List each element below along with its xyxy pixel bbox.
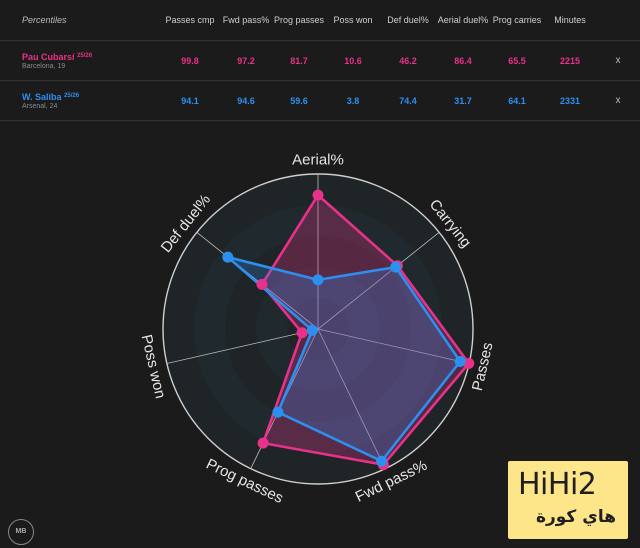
radar-point xyxy=(296,327,308,339)
mb-logo-icon: MB xyxy=(8,519,34,545)
radar-point xyxy=(306,324,318,336)
radar-spoke xyxy=(196,232,319,330)
remove-player-button[interactable]: x xyxy=(596,40,640,81)
col-header[interactable]: Prog carries xyxy=(490,0,544,41)
watermark-text: HiHi2 xyxy=(518,467,597,502)
radar-point xyxy=(454,356,466,367)
value-cell: 2215 xyxy=(544,40,596,81)
col-header[interactable]: Aerial duel% xyxy=(436,0,490,41)
col-header[interactable]: Def duel% xyxy=(380,0,436,41)
col-header[interactable]: Fwd pass% xyxy=(220,0,272,41)
player-name[interactable]: W. Saliba 25/26 xyxy=(22,91,80,102)
player-club: Barcelona, 19 xyxy=(22,62,66,70)
player-cell: W. Saliba 25/26 Arsenal, 24 xyxy=(0,80,160,121)
value-cell: 94.1 xyxy=(160,80,220,121)
value-cell: 97.2 xyxy=(220,40,272,81)
col-header[interactable]: Poss won xyxy=(326,0,380,41)
radar-spoke xyxy=(166,328,319,364)
value-cell: 2331 xyxy=(544,80,596,121)
value-cell: 64.1 xyxy=(490,80,544,121)
radar-axis-label: Passes xyxy=(469,341,497,393)
value-cell: 10.6 xyxy=(326,40,380,81)
radar-axis-label: Aerial% xyxy=(292,152,344,169)
percentiles-label: Percentiles xyxy=(0,0,160,41)
radar-point xyxy=(257,437,269,449)
col-header[interactable]: Minutes xyxy=(544,0,596,41)
table-row: W. Saliba 25/26 Arsenal, 24 94.1 94.6 59… xyxy=(0,80,640,121)
value-cell: 74.4 xyxy=(380,80,436,121)
value-cell: 3.8 xyxy=(326,80,380,121)
radar-point xyxy=(222,251,234,263)
radar-point xyxy=(390,261,402,273)
value-cell: 94.6 xyxy=(220,80,272,121)
radar-point xyxy=(312,274,324,286)
radar-spoke xyxy=(317,328,386,469)
col-header-empty xyxy=(596,0,640,41)
value-cell: 31.7 xyxy=(436,80,490,121)
value-cell: 81.7 xyxy=(272,40,326,81)
value-cell: 99.8 xyxy=(160,40,220,81)
radar-spoke xyxy=(317,232,440,330)
watermark-subtext: هاي كورة xyxy=(535,507,616,527)
table-header-row: Percentiles Passes cmp Fwd pass% Prog pa… xyxy=(0,0,640,41)
remove-player-button[interactable]: x xyxy=(596,80,640,121)
col-header[interactable]: Prog passes xyxy=(272,0,326,41)
player-name[interactable]: Pau Cubarsí 25/26 xyxy=(22,51,93,62)
col-header[interactable]: Passes cmp xyxy=(160,0,220,41)
radar-series-polygon xyxy=(226,255,462,463)
value-cell: 86.4 xyxy=(436,40,490,81)
value-cell: 65.5 xyxy=(490,40,544,81)
radar-spoke xyxy=(317,328,470,364)
watermark-badge: HiHi2 هاي كورة xyxy=(508,461,628,539)
table-row: Pau Cubarsí 25/26 Barcelona, 19 99.8 97.… xyxy=(0,40,640,81)
comparison-table: Percentiles Passes cmp Fwd pass% Prog pa… xyxy=(0,0,640,121)
radar-point xyxy=(376,455,388,467)
player-cell: Pau Cubarsí 25/26 Barcelona, 19 xyxy=(0,40,160,81)
radar-point xyxy=(256,278,268,290)
radar-point xyxy=(312,189,324,201)
value-cell: 59.6 xyxy=(272,80,326,121)
player-club: Arsenal, 24 xyxy=(22,102,58,110)
radar-point xyxy=(463,357,475,369)
radar-point xyxy=(272,406,284,418)
value-cell: 46.2 xyxy=(380,40,436,81)
